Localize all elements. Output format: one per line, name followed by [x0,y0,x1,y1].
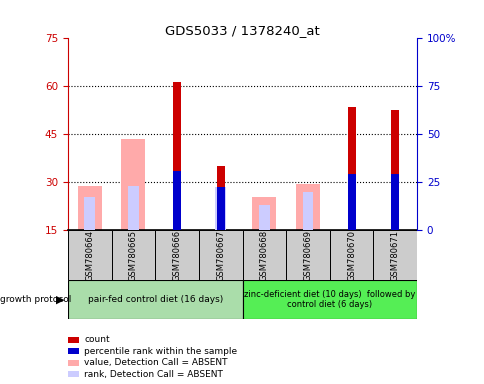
Bar [391,174,398,230]
Text: GSM780668: GSM780668 [259,230,268,281]
Text: GSM780667: GSM780667 [216,230,225,281]
Bar [216,166,224,230]
Text: GSM780664: GSM780664 [85,230,94,281]
Bar [329,230,373,280]
Text: growth protocol: growth protocol [0,295,71,304]
Bar [173,81,181,230]
Bar [391,111,398,230]
Text: ▶: ▶ [56,295,65,305]
Text: value, Detection Call = ABSENT: value, Detection Call = ABSENT [84,358,227,367]
Bar [373,230,416,280]
Bar [68,280,242,319]
Text: GSM780665: GSM780665 [129,230,137,281]
Text: count: count [84,335,110,344]
Bar [242,280,416,319]
Bar [77,185,102,230]
Bar [302,192,313,230]
Bar [242,230,286,280]
Bar [215,187,226,230]
Bar [111,230,155,280]
Bar [347,107,355,230]
Bar [198,230,242,280]
Text: pair-fed control diet (16 days): pair-fed control diet (16 days) [88,295,222,304]
Bar [258,205,269,230]
Text: GSM780666: GSM780666 [172,230,181,281]
Bar [68,230,111,280]
Text: GSM780669: GSM780669 [303,230,312,281]
Bar [173,171,181,230]
Text: GSM780671: GSM780671 [390,230,399,281]
Bar [286,230,329,280]
Text: percentile rank within the sample: percentile rank within the sample [84,347,237,356]
Bar [295,184,319,230]
Bar [155,230,198,280]
Text: rank, Detection Call = ABSENT: rank, Detection Call = ABSENT [84,370,223,379]
Bar [128,185,138,230]
Text: zinc-deficient diet (10 days)  followed by
control diet (6 days): zinc-deficient diet (10 days) followed b… [243,290,415,309]
Bar [252,197,276,230]
Bar [347,174,355,230]
Bar [216,187,224,230]
Text: GSM780670: GSM780670 [347,230,355,281]
Bar [84,197,95,230]
Bar [121,139,145,230]
Title: GDS5033 / 1378240_at: GDS5033 / 1378240_at [165,24,319,37]
